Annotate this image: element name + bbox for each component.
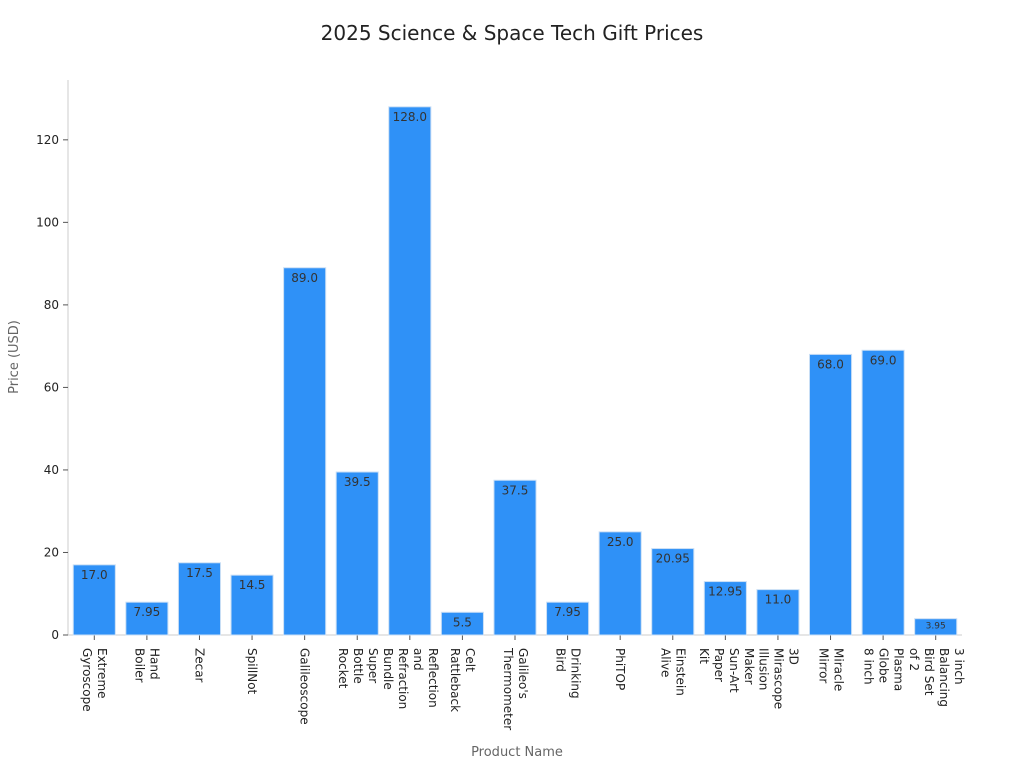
x-tick-label: 3DMirascopeIllusion <box>757 648 801 709</box>
x-tick-label: 3 inchBalancingBird Setof 2 <box>907 648 966 707</box>
value-label: 128.0 <box>393 110 427 124</box>
y-tick-label: 80 <box>44 298 59 312</box>
bar <box>72 564 116 636</box>
bar <box>125 601 169 636</box>
x-tick-label: PlasmaGlobe8 inch <box>862 648 906 691</box>
value-label: 20.95 <box>656 552 690 566</box>
y-tick-label: 40 <box>44 463 59 477</box>
x-tick-label: HandBoiler <box>133 648 162 683</box>
value-label: 89.0 <box>291 271 318 285</box>
bar <box>756 589 800 636</box>
bar <box>335 471 379 636</box>
y-tick-label: 120 <box>36 133 59 147</box>
value-label: 5.5 <box>453 615 472 629</box>
y-axis-title: Price (USD) <box>7 320 22 394</box>
value-label: 25.0 <box>607 535 634 549</box>
bar <box>388 106 432 636</box>
x-tick-label: PhiTOP <box>613 648 627 690</box>
x-tick-label: Galileo'sThermometer <box>501 647 530 730</box>
bar <box>914 618 958 636</box>
value-label: 17.0 <box>81 568 108 582</box>
value-label: 69.0 <box>870 353 897 367</box>
x-tick-label: ExtremeGyroscope <box>80 648 109 712</box>
x-tick-label: ReflectionandRefractionBundle <box>381 648 440 709</box>
x-tick-label: CeltRattleback <box>448 648 477 712</box>
value-label: 37.5 <box>502 483 529 497</box>
value-label: 12.95 <box>708 585 742 599</box>
x-tick-label: MiracleMirror <box>816 648 845 691</box>
bar <box>861 349 905 636</box>
x-tick-label: Zecar <box>192 648 206 683</box>
bar <box>546 601 590 636</box>
bar <box>651 548 695 636</box>
value-label: 68.0 <box>817 357 844 371</box>
y-tick-label: 60 <box>44 380 59 394</box>
bar <box>230 574 274 636</box>
x-tick-label: MakerSun-ArtPaperKit <box>697 648 756 693</box>
x-tick-label: SpillNot <box>245 648 259 695</box>
value-label: 7.95 <box>134 605 161 619</box>
y-tick-label: 100 <box>36 215 59 229</box>
value-label: 7.95 <box>554 605 581 619</box>
bar <box>440 611 484 636</box>
y-tick-label: 0 <box>51 628 59 642</box>
x-tick-label: Galileoscope <box>298 648 312 725</box>
chart-title: 2025 Science & Space Tech Gift Prices <box>321 21 704 45</box>
x-axis-title: Product Name <box>471 745 563 760</box>
bar <box>808 353 853 636</box>
x-tick-label: SuperBottleRocket <box>336 648 380 689</box>
bar <box>493 479 537 636</box>
bar <box>177 562 222 636</box>
value-label: 11.0 <box>765 593 792 607</box>
value-label: 3.95 <box>926 622 946 632</box>
bar <box>703 581 747 636</box>
value-label: 39.5 <box>344 475 371 489</box>
x-tick-label: EinsteinAlive <box>659 648 688 696</box>
bar <box>283 267 327 636</box>
bar <box>598 531 642 636</box>
x-tick-label: DrinkingBird <box>553 648 582 699</box>
y-tick-label: 20 <box>44 545 59 559</box>
value-label: 14.5 <box>239 578 266 592</box>
value-label: 17.5 <box>186 566 213 580</box>
